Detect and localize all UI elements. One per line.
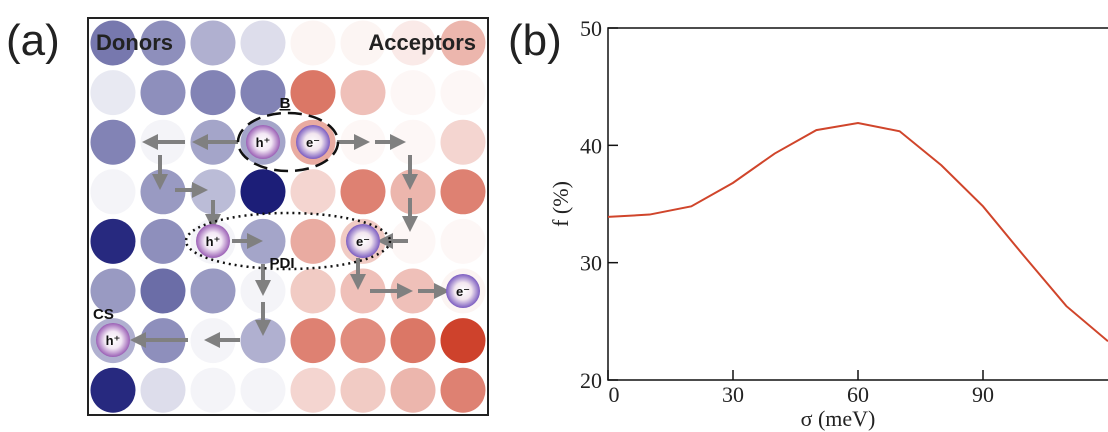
x-tick-label: 60: [847, 382, 869, 407]
charge-glow: [96, 323, 130, 357]
y-tick-label: 20: [580, 368, 602, 393]
site: [390, 70, 436, 116]
y-tick-label: 50: [580, 16, 602, 41]
site: [290, 218, 336, 264]
site: [390, 268, 436, 314]
site: [440, 70, 486, 116]
site: [90, 169, 136, 215]
pdi-ellipse: [184, 211, 392, 271]
charge-glow: [346, 224, 380, 258]
site: [240, 169, 286, 215]
charge-label: e⁻: [306, 135, 320, 150]
line-chart: 20 30 40 50 0 30 60 90 σ (meV) f (%): [548, 16, 1108, 431]
site: [290, 268, 336, 314]
site: [240, 20, 286, 66]
site: [440, 367, 486, 413]
site: [390, 367, 436, 413]
site: [140, 169, 186, 215]
site: [440, 318, 486, 364]
data-line: [607, 122, 1108, 343]
site: [390, 218, 436, 264]
site: [290, 367, 336, 413]
panel-label: (a): [6, 16, 60, 65]
charge-label: h⁺: [206, 234, 221, 249]
site: [190, 70, 236, 116]
x-tick-label: 30: [722, 382, 744, 407]
site: [140, 268, 186, 314]
charge-glow: [246, 125, 280, 159]
donors-label: Donors: [96, 30, 173, 55]
charge-glow: [296, 125, 330, 159]
charge-label: e⁻: [356, 234, 370, 249]
site: [390, 119, 436, 165]
diagram-frame: [87, 17, 489, 416]
site: [140, 20, 186, 66]
site-grid: [90, 20, 486, 413]
site: [240, 70, 286, 116]
site: [90, 367, 136, 413]
site: [390, 318, 436, 364]
site: [290, 70, 336, 116]
panel-label: (b): [508, 16, 562, 65]
site: [190, 367, 236, 413]
charges: h⁺ e⁻ h⁺ e⁻ e⁻ h⁺: [96, 125, 480, 357]
site: [240, 367, 286, 413]
charge-label: h⁺: [256, 135, 271, 150]
x-tick-label: 0: [609, 382, 620, 407]
site: [190, 268, 236, 314]
site: [90, 268, 136, 314]
site: [440, 119, 486, 165]
charge-label: e⁻: [456, 284, 470, 299]
site: [340, 20, 386, 66]
annotation: B: [280, 95, 291, 112]
site: [90, 20, 136, 66]
site: [340, 318, 386, 364]
annotation: CS: [93, 306, 114, 323]
site: [90, 70, 136, 116]
site: [140, 218, 186, 264]
site: [140, 70, 186, 116]
y-axis-label: f (%): [548, 181, 573, 227]
annotation: PDI: [269, 255, 294, 272]
site: [390, 20, 436, 66]
site: [90, 119, 136, 165]
site: [190, 20, 236, 66]
site: [290, 20, 336, 66]
site: [90, 218, 136, 264]
charge-label: h⁺: [106, 333, 121, 348]
x-axis-label: σ (meV): [801, 406, 876, 431]
site: [440, 218, 486, 264]
y-tick-label: 30: [580, 251, 602, 276]
site: [290, 318, 336, 364]
bound-pair-ellipse: [236, 111, 340, 173]
x-tick-label: 90: [972, 382, 994, 407]
site: [190, 169, 236, 215]
site: [440, 169, 486, 215]
site: [340, 169, 386, 215]
site: [340, 70, 386, 116]
plot-frame: [607, 27, 1108, 381]
site: [290, 169, 336, 215]
site: [340, 367, 386, 413]
site: [390, 169, 436, 215]
site: [140, 367, 186, 413]
site: [240, 318, 286, 364]
charge-glow: [446, 274, 480, 308]
site: [240, 218, 286, 264]
charge-glow: [196, 224, 230, 258]
acceptors-label: Acceptors: [368, 30, 476, 55]
y-tick-label: 40: [580, 133, 602, 158]
site: [440, 20, 486, 66]
